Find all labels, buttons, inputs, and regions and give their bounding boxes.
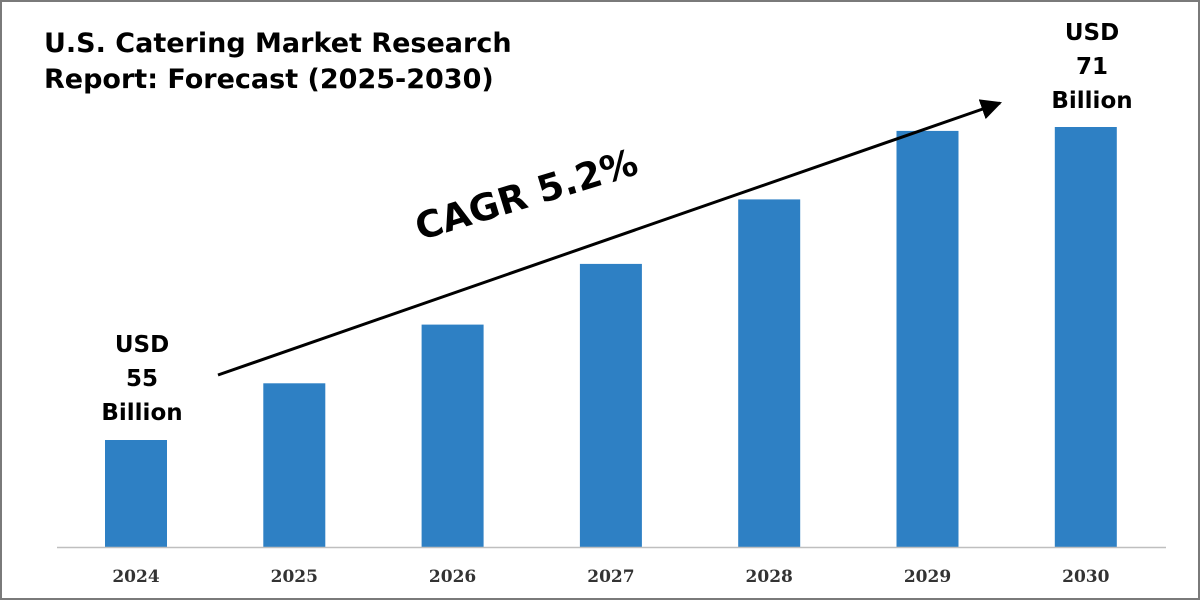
bar-2028 <box>738 199 801 547</box>
bar-2025 <box>263 383 326 547</box>
x-tick-label-2029: 2029 <box>904 567 951 587</box>
x-tick-label-2026: 2026 <box>429 567 476 587</box>
start-callout-value: 55 <box>125 366 158 392</box>
end-callout-value: 71 <box>1075 54 1108 80</box>
start-callout-unit: Billion <box>101 400 183 426</box>
bar-2030 <box>1054 127 1117 547</box>
chart-title-line-2: Report: Forecast (2025-2030) <box>44 64 494 95</box>
bar-2026 <box>421 324 484 547</box>
x-tick-label-2024: 2024 <box>112 567 159 587</box>
trend-arrow <box>217 99 1002 377</box>
bar-2027 <box>579 263 642 547</box>
chart-title-line-1: U.S. Catering Market Research <box>44 28 512 59</box>
x-tick-label-2030: 2030 <box>1062 567 1109 587</box>
x-tick-labels: 2024 2025 2026 2027 2028 2029 2030 <box>112 567 1109 587</box>
x-tick-label-2027: 2027 <box>587 567 634 587</box>
chart-title: U.S. Catering Market Research Report: Fo… <box>44 26 512 98</box>
start-callout-currency: USD <box>114 332 170 358</box>
end-callout-unit: Billion <box>1051 88 1133 114</box>
end-value-callout: USD 71 Billion <box>1032 16 1152 118</box>
start-value-callout: USD 55 Billion <box>82 328 202 430</box>
bars-group <box>105 127 1117 547</box>
bar-2024 <box>105 440 167 547</box>
x-tick-label-2028: 2028 <box>746 567 793 587</box>
bar-2029 <box>896 130 959 547</box>
x-tick-label-2025: 2025 <box>271 567 318 587</box>
end-callout-currency: USD <box>1064 20 1120 46</box>
